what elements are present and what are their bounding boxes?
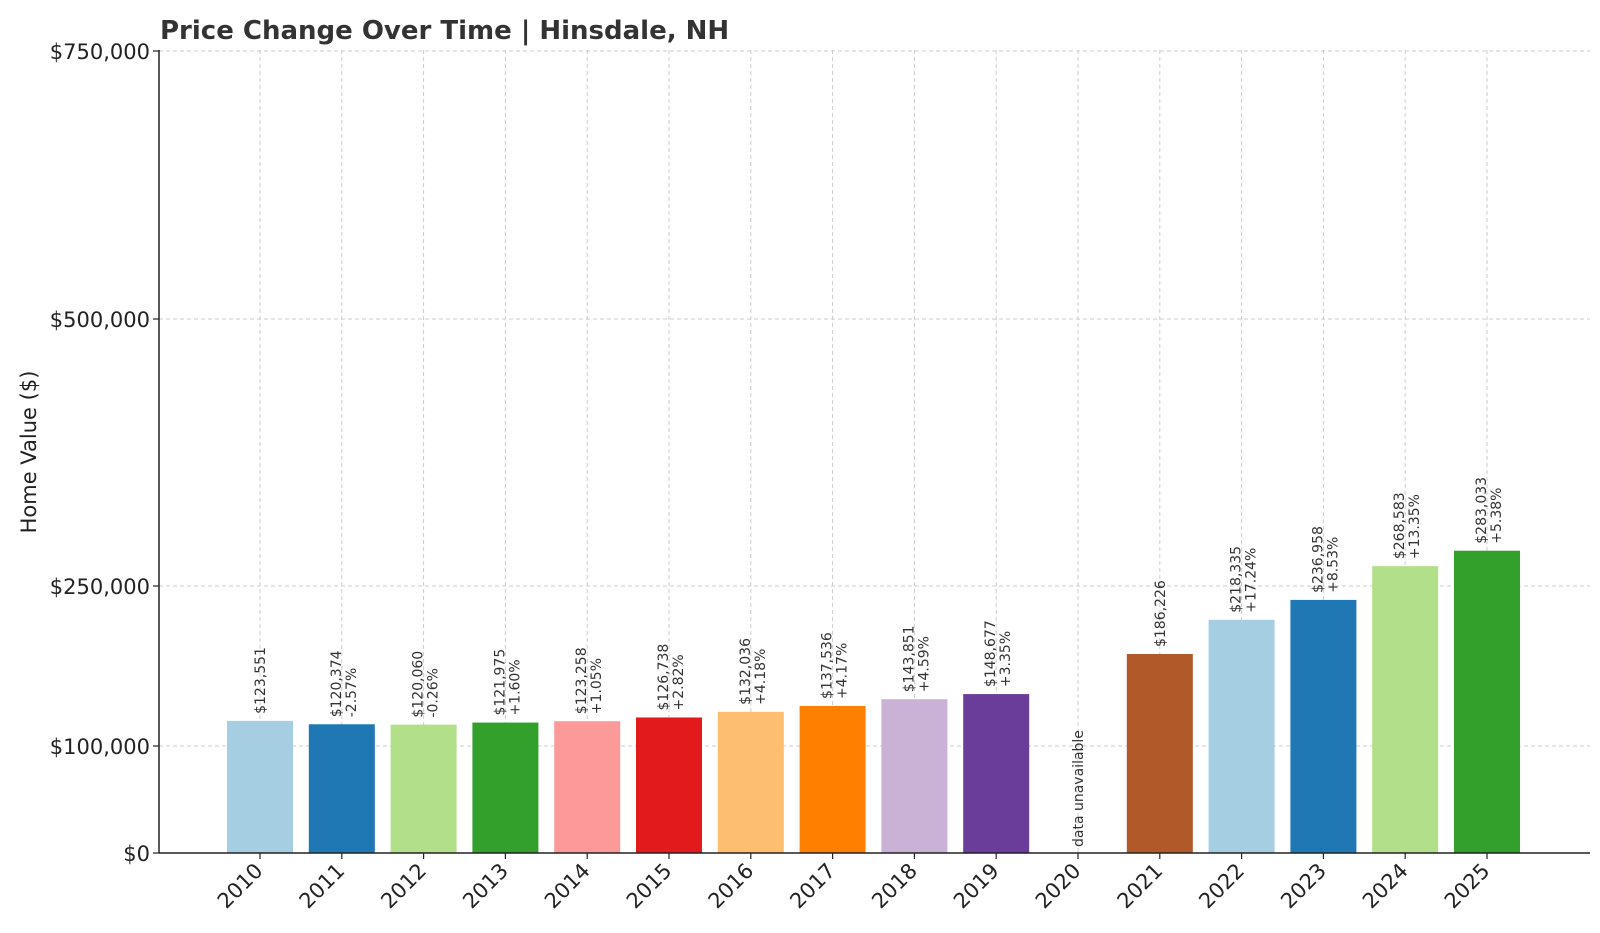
value-label: $123,258 — [574, 647, 590, 714]
bar — [881, 699, 948, 853]
y-tick-label: $250,000 — [50, 575, 150, 599]
bar — [1454, 550, 1520, 853]
y-axis-ticks: $0 $100,000 $250,000 $500,000 $750,000 — [50, 40, 159, 866]
x-tick-label: 2010 — [213, 859, 268, 914]
value-label: $148,677 — [983, 620, 999, 687]
change-label: +17.24% — [1244, 548, 1260, 613]
change-label: -0.26% — [426, 668, 442, 718]
value-label: $120,060 — [411, 651, 427, 718]
chart-title: Price Change Over Time | Hinsdale, NH — [160, 16, 729, 46]
change-label: -2.57% — [344, 668, 360, 718]
change-label: +1.05% — [589, 658, 605, 714]
value-label: $132,036 — [738, 638, 754, 705]
change-label: +4.17% — [835, 643, 851, 699]
change-label: +8.53% — [1325, 537, 1341, 593]
x-tick-label: 2021 — [1113, 859, 1168, 914]
y-axis-label: Home Value ($) — [17, 371, 41, 534]
value-label: $126,738 — [656, 644, 672, 711]
change-label: +3.35% — [998, 631, 1014, 687]
missing-data-label: data unavailable — [1071, 730, 1087, 847]
change-label: +1.60% — [507, 659, 523, 715]
bar — [472, 722, 539, 853]
value-label: $218,335 — [1229, 546, 1245, 613]
bar — [1208, 619, 1275, 853]
y-tick-label: $0 — [123, 842, 150, 866]
x-tick-label: 2012 — [376, 859, 431, 914]
y-tick-label: $750,000 — [50, 40, 150, 64]
x-tick-label: 2014 — [540, 859, 595, 914]
bar — [799, 705, 866, 853]
bar — [636, 717, 702, 853]
bar — [1126, 654, 1193, 853]
change-label: +13.35% — [1407, 494, 1423, 559]
bar — [227, 720, 293, 853]
x-tick-label: 2017 — [785, 859, 840, 914]
x-tick-label: 2023 — [1276, 859, 1331, 914]
x-tick-label: 2022 — [1194, 859, 1249, 914]
bar — [1372, 566, 1439, 853]
y-tick-label: $500,000 — [50, 308, 150, 332]
y-tick-label: $100,000 — [50, 735, 150, 759]
x-tick-label: 2019 — [949, 859, 1004, 914]
bar — [308, 724, 375, 853]
value-label: $121,975 — [492, 649, 508, 716]
bars — [227, 550, 1520, 853]
data-labels: $123,551 $120,374 -2.57% $120,060 -0.26% $121… — [253, 477, 1505, 847]
change-label: +2.82% — [671, 654, 687, 710]
value-label: $236,958 — [1310, 526, 1326, 593]
change-label: +4.18% — [753, 649, 769, 705]
x-axis-ticks: 2010 2011 2012 2013 2014 2015 2016 2017 2018 2019… — [213, 853, 1495, 913]
bar — [963, 694, 1030, 853]
x-tick-label: 2025 — [1440, 859, 1495, 914]
bar — [1290, 599, 1357, 853]
value-label: $283,033 — [1474, 477, 1490, 544]
change-label: +5.38% — [1489, 488, 1505, 544]
x-tick-label: 2018 — [867, 859, 922, 914]
value-label: $268,583 — [1392, 492, 1408, 559]
change-label: +4.59% — [916, 636, 932, 692]
value-label: $186,226 — [1153, 580, 1169, 647]
grid-lines — [159, 50, 1590, 853]
value-label: $120,374 — [329, 650, 345, 717]
value-label: $137,536 — [820, 632, 836, 699]
bar — [717, 711, 784, 853]
value-label: $143,851 — [901, 625, 917, 692]
x-tick-label: 2016 — [704, 859, 759, 914]
x-tick-label: 2015 — [622, 859, 677, 914]
x-tick-label: 2013 — [458, 859, 513, 914]
value-label: $123,551 — [253, 647, 269, 714]
x-tick-label: 2024 — [1358, 859, 1413, 914]
x-tick-label: 2011 — [295, 859, 350, 914]
bar — [390, 724, 457, 853]
bar — [554, 721, 621, 853]
x-tick-label: 2020 — [1031, 859, 1086, 914]
